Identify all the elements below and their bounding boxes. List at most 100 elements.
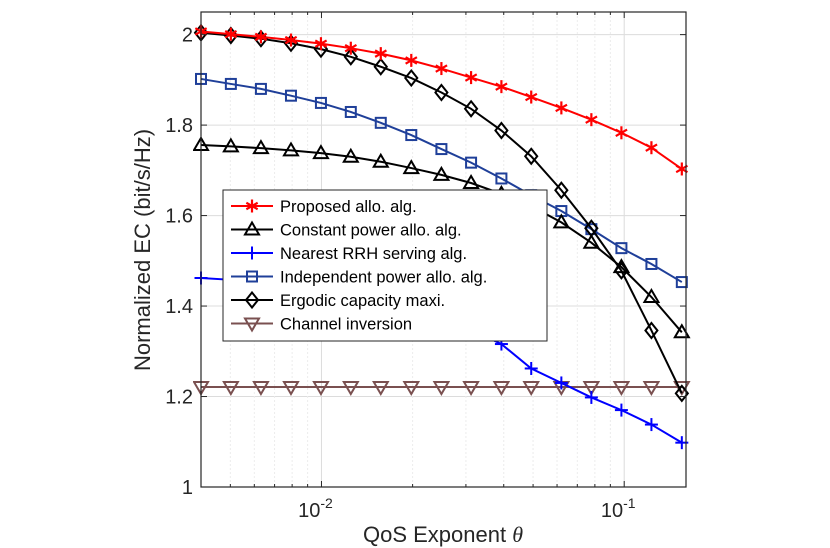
legend-marker (243, 220, 261, 236)
data-point (373, 57, 389, 76)
x-tick-label: 10-1 (601, 495, 636, 522)
y-tick-label: 1.8 (165, 115, 193, 137)
y-tick-label: 1.2 (165, 387, 193, 409)
triangle-down-marker (582, 381, 601, 397)
data-point (372, 152, 390, 168)
data-point (314, 96, 327, 109)
legend-item: Proposed allo. alg. (231, 198, 417, 216)
data-point (405, 129, 418, 142)
diamond-marker (244, 290, 260, 310)
diamond-marker (584, 219, 599, 238)
data-point (463, 99, 479, 118)
triangle-up-marker (252, 139, 270, 155)
asterisk-marker-stroke (245, 201, 259, 211)
data-point (465, 156, 478, 169)
data-point (614, 261, 629, 280)
square-marker (495, 172, 508, 185)
square-marker (615, 242, 628, 255)
data-point (284, 89, 297, 102)
data-point (252, 381, 270, 397)
data-point (282, 381, 300, 397)
square-marker (405, 129, 418, 142)
series-line (200, 144, 683, 333)
diamond-marker (614, 261, 629, 280)
data-point (523, 147, 539, 166)
data-point (524, 361, 538, 375)
axes (200, 11, 687, 488)
square-marker (435, 143, 448, 156)
triangle-down-marker (312, 381, 330, 397)
data-point (525, 90, 538, 104)
triangle-up-marker (402, 159, 421, 175)
data-point (284, 33, 298, 47)
y-axis-label: Normalized EC (bit/s/Hz) (130, 129, 155, 371)
data-point (495, 172, 508, 185)
data-point (404, 68, 419, 88)
data-point (372, 381, 390, 397)
diamond-marker (523, 147, 539, 166)
data-point (312, 381, 330, 397)
data-point (224, 77, 237, 90)
data-point (464, 71, 478, 85)
square-marker (284, 89, 297, 102)
triangle-up-marker (342, 147, 360, 163)
triangle-down-marker (402, 381, 421, 397)
data-point (554, 376, 568, 390)
data-point (582, 381, 601, 397)
data-point (282, 141, 300, 157)
legend-marker (245, 199, 259, 213)
legend-box (222, 189, 548, 342)
data-point (584, 390, 598, 404)
data-point (252, 139, 270, 155)
data-point (585, 113, 598, 127)
asterisk-marker-stroke (254, 32, 268, 42)
data-point (344, 105, 357, 118)
triangle-down-marker (432, 381, 451, 397)
legend-label: Ergodic capacity maxi. (280, 292, 445, 310)
triangle-up-marker (243, 220, 261, 236)
data-point (222, 137, 240, 153)
legend-label: Proposed allo. alg. (280, 198, 417, 216)
diamond-marker (463, 99, 479, 118)
diamond-marker (434, 83, 449, 102)
x-axis-label-symbol: θ (512, 522, 523, 547)
diamond-marker (343, 47, 359, 66)
data-point (555, 101, 568, 115)
triangle-up-marker (552, 213, 571, 229)
data-point (344, 41, 358, 55)
legend-item: Constant power allo. alg. (231, 220, 462, 240)
square-marker (246, 270, 258, 283)
asterisk-marker-stroke (585, 115, 598, 124)
axes-box (200, 11, 687, 488)
data-point (614, 403, 628, 417)
legend-item: Independent power allo. alg. (231, 269, 487, 287)
legend-label: Channel inversion (280, 316, 412, 334)
diamond-marker (644, 321, 659, 340)
data-point (554, 181, 569, 200)
asterisk-marker-stroke (555, 103, 568, 113)
diamond-marker (554, 181, 569, 200)
triangle-up-marker (582, 233, 601, 249)
legend-marker (244, 290, 260, 310)
triangle-down-marker (222, 381, 240, 397)
data-point (312, 144, 330, 160)
legend-marker (246, 270, 258, 283)
data-point (582, 233, 601, 249)
data-point (492, 381, 511, 397)
square-marker (675, 276, 688, 289)
data-point (584, 219, 599, 238)
asterisk-marker-stroke (645, 143, 658, 152)
data-point (342, 381, 360, 397)
y-tick-label: 1.6 (165, 206, 193, 228)
data-point (374, 116, 387, 129)
asterisk-marker-stroke (374, 49, 387, 58)
data-point (522, 381, 540, 397)
data-point (432, 381, 451, 397)
data-point (612, 381, 631, 397)
x-tick-exponent: -2 (320, 495, 333, 511)
triangle-down-marker (282, 381, 300, 397)
data-point (374, 47, 387, 61)
triangle-up-marker (282, 141, 300, 157)
triangle-up-marker (462, 174, 480, 189)
